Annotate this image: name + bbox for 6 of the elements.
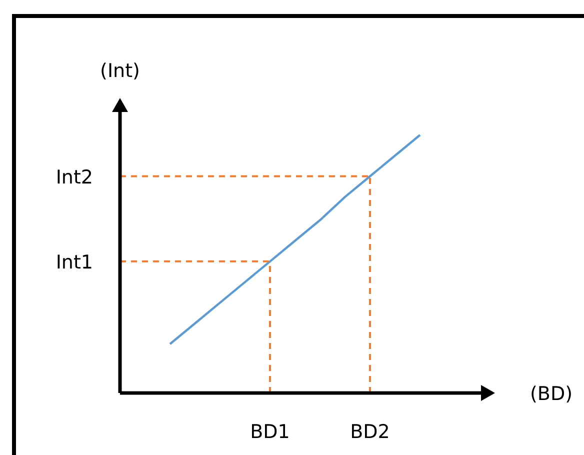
- x-tick-label: BD2: [350, 421, 390, 443]
- ref-line-label: Int1: [56, 251, 93, 274]
- y-axis-title: (Int): [100, 60, 140, 82]
- ref-line-label: Int2: [56, 166, 93, 188]
- x-tick-label: BD1: [250, 421, 290, 443]
- x-axis-title: (BD): [530, 383, 572, 405]
